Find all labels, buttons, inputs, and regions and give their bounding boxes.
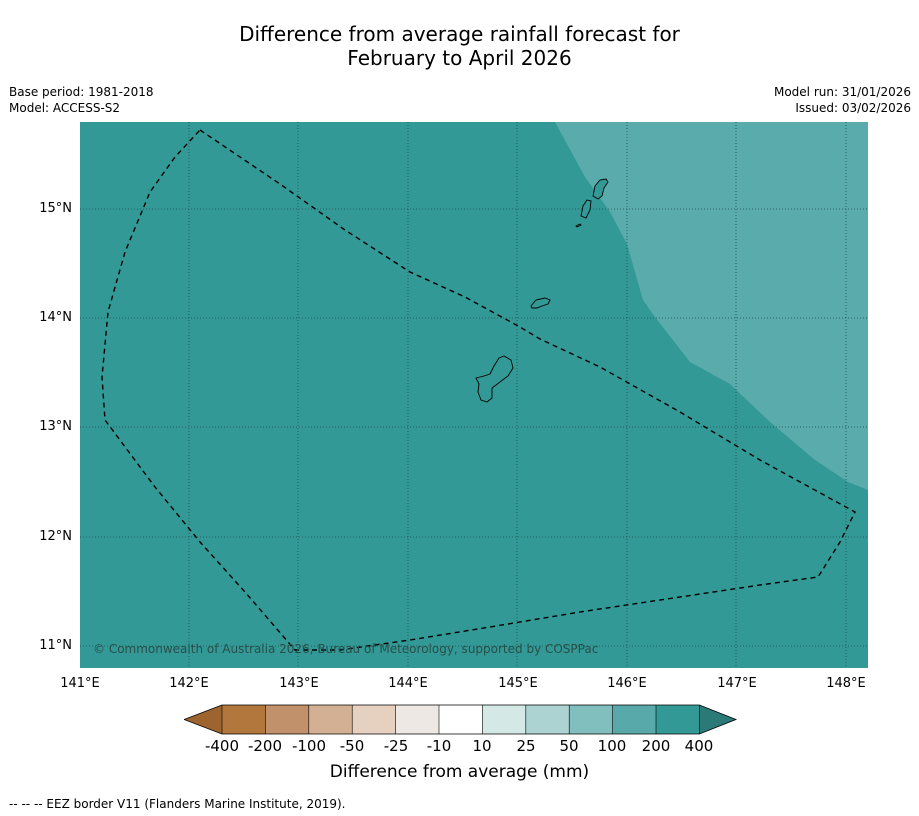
colorbar-seg-5 — [395, 705, 439, 734]
map-region-secondary — [555, 122, 868, 490]
lat-label-14: 14°N — [39, 310, 72, 325]
colorbar-tick-2: -100 — [291, 737, 327, 755]
copyright-notice: © Commonwealth of Australia 2026, Bureau… — [93, 642, 599, 656]
colorbar-tick-10: 200 — [641, 737, 671, 755]
colorbar-tick-3: -50 — [339, 737, 365, 755]
colorbar-seg-12 — [699, 705, 736, 734]
lat-label-13: 13°N — [39, 419, 72, 434]
colorbar-seg-7 — [482, 705, 526, 734]
colorbar-seg-9 — [569, 705, 613, 734]
colorbar-tick-9: 100 — [597, 737, 627, 755]
colorbar-tick-0: -400 — [204, 737, 240, 755]
tinian-island — [580, 199, 592, 219]
gridlines — [80, 122, 868, 668]
meta-left: Base period: 1981-2018 Model: ACCESS-S2 — [9, 84, 154, 116]
colorbar-tick-7: 25 — [516, 737, 536, 755]
lon-label-142: 142°E — [169, 676, 209, 691]
colorbar-seg-8 — [525, 705, 570, 734]
lon-label-145: 145°E — [498, 676, 538, 691]
saipan-island — [592, 178, 609, 200]
base-period: Base period: 1981-2018 — [9, 85, 154, 99]
lat-label-15: 15°N — [39, 201, 72, 216]
rota-island — [530, 297, 551, 309]
colorbar-title: Difference from average (mm) — [329, 762, 590, 782]
lon-label-144: 144°E — [388, 676, 428, 691]
lat-label-11: 11°N — [39, 638, 72, 653]
eez-legend-note: -- -- -- EEZ border V11 (Flanders Marine… — [9, 797, 346, 811]
colorbar-tick-11: 400 — [684, 737, 714, 755]
lon-label-146: 146°E — [607, 676, 647, 691]
model-name: Model: ACCESS-S2 — [9, 101, 121, 115]
islands — [475, 178, 609, 403]
meta-right: Model run: 31/01/2026 Issued: 03/02/2026 — [774, 84, 911, 116]
chart-title: Difference from average rainfall forecas… — [0, 22, 919, 70]
colorbar-tick-8: 50 — [559, 737, 579, 755]
lon-label-148: 148°E — [826, 676, 866, 691]
lon-label-143: 143°E — [279, 676, 319, 691]
title-line-2: February to April 2026 — [347, 46, 572, 70]
colorbar-seg-4 — [352, 705, 396, 734]
colorbar-tick-5: -10 — [426, 737, 452, 755]
colorbar-seg-3 — [308, 705, 353, 734]
colorbar — [182, 704, 738, 740]
colorbar-seg-0 — [184, 705, 222, 734]
aguijan-island — [575, 223, 582, 228]
colorbar-seg-10 — [612, 705, 656, 734]
colorbar-tick-1: -200 — [247, 737, 283, 755]
colorbar-seg-11 — [656, 705, 700, 734]
issued-date: Issued: 03/02/2026 — [795, 101, 911, 115]
colorbar-seg-6 — [439, 705, 483, 734]
rainfall-map — [80, 122, 868, 668]
lat-label-12: 12°N — [39, 529, 72, 544]
lon-label-141: 141°E — [60, 676, 100, 691]
lon-label-147: 147°E — [717, 676, 757, 691]
colorbar-seg-2 — [265, 705, 309, 734]
model-run: Model run: 31/01/2026 — [773, 85, 911, 99]
colorbar-tick-6: 10 — [472, 737, 492, 755]
colorbar-tick-4: -25 — [383, 737, 409, 755]
guam-island — [475, 355, 514, 403]
colorbar-seg-1 — [222, 705, 266, 734]
title-line-1: Difference from average rainfall forecas… — [239, 22, 680, 46]
